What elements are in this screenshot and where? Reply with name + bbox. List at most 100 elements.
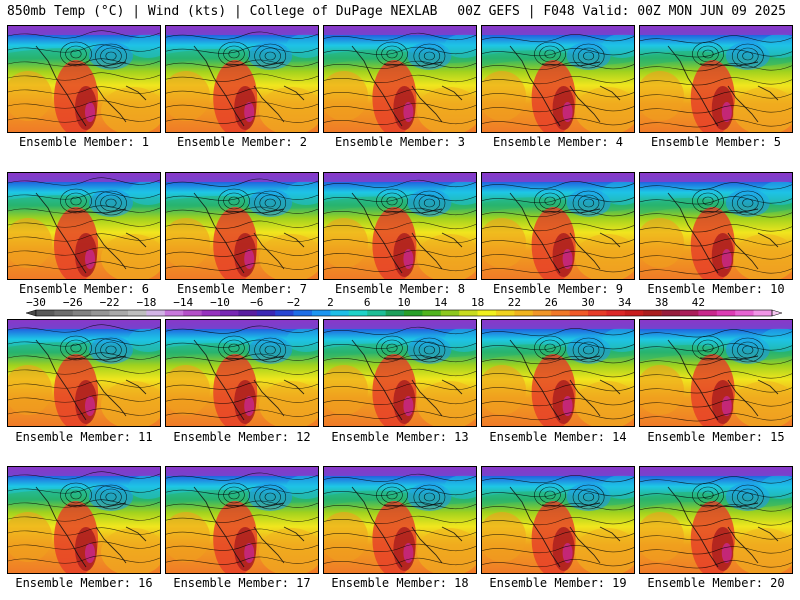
ensemble-member-map	[639, 172, 793, 280]
colorbar-segment	[698, 310, 718, 316]
colorbar-segment	[220, 310, 239, 316]
ensemble-member-map	[165, 319, 319, 427]
ensemble-member-label: Ensemble Member: 10	[647, 282, 785, 296]
header: 850mb Temp (°C) | Wind (kts) | College o…	[0, 0, 800, 22]
colorbar-tick-label: 30	[581, 296, 594, 309]
colorbar-segment	[201, 310, 221, 316]
colorbar-segment	[422, 310, 442, 316]
ensemble-member-label: Ensemble Member: 18	[331, 576, 469, 590]
temperature-map	[482, 467, 634, 573]
ensemble-member-map	[639, 319, 793, 427]
temperature-map	[640, 467, 792, 573]
ensemble-member-map	[7, 25, 161, 133]
ensemble-member-label: Ensemble Member: 3	[334, 135, 466, 149]
colorbar-segment	[477, 310, 497, 316]
colorbar-segment	[348, 310, 368, 316]
ensemble-member-map	[639, 466, 793, 574]
map-title: 850mb Temp (°C) | Wind (kts) | College o…	[7, 4, 438, 19]
colorbar-tick-label: −6	[250, 296, 263, 309]
ensemble-member-map	[323, 172, 477, 280]
temperature-map	[8, 173, 160, 279]
colorbar-segment	[661, 310, 681, 316]
temperature-map	[166, 26, 318, 132]
colorbar-segment	[164, 310, 184, 316]
colorbar-tick-label: −18	[136, 296, 156, 309]
colorbar-segment	[514, 310, 534, 316]
colorbar-tick-label: −2	[287, 296, 300, 309]
ensemble-member-map	[165, 466, 319, 574]
colorbar-segment	[91, 310, 110, 316]
ensemble-member-label: Ensemble Member: 15	[647, 430, 785, 444]
colorbar-right-arrow	[771, 309, 783, 317]
colorbar-tick-label: 34	[618, 296, 632, 309]
temperature-map	[324, 320, 476, 426]
colorbar-tick-label: 42	[692, 296, 705, 309]
colorbar-segment	[330, 310, 350, 316]
temperature-map	[640, 320, 792, 426]
colorbar-tick-label: −10	[210, 296, 230, 309]
temperature-map	[166, 173, 318, 279]
colorbar-segment	[459, 310, 478, 316]
colorbar-segment	[109, 310, 129, 316]
ensemble-member-label: Ensemble Member: 4	[492, 135, 624, 149]
colorbar-left-arrow	[25, 309, 37, 317]
temperature-map	[8, 320, 160, 426]
temperature-map	[166, 320, 318, 426]
colorbar-tick-label: 26	[545, 296, 558, 309]
temperature-map	[482, 26, 634, 132]
ensemble-member-map	[481, 172, 635, 280]
ensemble-member-label: Ensemble Member: 12	[173, 430, 311, 444]
colorbar-segment	[624, 310, 644, 316]
ensemble-member-map	[639, 25, 793, 133]
temperature-map	[482, 320, 634, 426]
colorbar-tick-label: 10	[397, 296, 410, 309]
colorbar-tick-label: −14	[173, 296, 193, 309]
ensemble-member-map	[7, 466, 161, 574]
ensemble-member-map	[7, 319, 161, 427]
colorbar-segment	[496, 310, 515, 316]
colorbar-tick-label: 6	[364, 296, 371, 309]
colorbar-tick-label: −22	[100, 296, 120, 309]
colorbar-segment	[293, 310, 313, 316]
ensemble-member-label: Ensemble Member: 2	[176, 135, 308, 149]
colorbar-segment	[72, 310, 92, 316]
ensemble-member-label: Ensemble Member: 5	[650, 135, 782, 149]
colorbar-segment	[735, 310, 754, 316]
ensemble-member-label: Ensemble Member: 9	[492, 282, 624, 296]
ensemble-member-label: Ensemble Member: 19	[489, 576, 627, 590]
ensemble-member-map	[7, 172, 161, 280]
colorbar-segment	[588, 310, 607, 316]
colorbar-tick-label: 22	[508, 296, 521, 309]
colorbar-segment	[385, 310, 405, 316]
colorbar-segment	[312, 310, 331, 316]
ensemble-member-map	[481, 25, 635, 133]
colorbar-segment	[54, 310, 74, 316]
colorbar-segment	[128, 310, 147, 316]
colorbar-segment	[440, 310, 460, 316]
ensemble-member-label: Ensemble Member: 20	[647, 576, 785, 590]
colorbar-segment	[36, 310, 55, 316]
colorbar-segment	[606, 310, 626, 316]
colorbar-segment	[238, 310, 258, 316]
temperature-map	[324, 467, 476, 573]
temperature-map	[324, 26, 476, 132]
temperature-map	[640, 26, 792, 132]
colorbar-outline	[35, 309, 773, 317]
ensemble-member-label: Ensemble Member: 16	[15, 576, 153, 590]
colorbar-tick-label: −30	[26, 296, 46, 309]
colorbar-segment	[680, 310, 699, 316]
temperature-map	[482, 173, 634, 279]
ensemble-member-label: Ensemble Member: 8	[334, 282, 466, 296]
temperature-map	[324, 173, 476, 279]
colorbar-segment	[716, 310, 736, 316]
ensemble-member-label: Ensemble Member: 14	[489, 430, 627, 444]
colorbar-tick-label: 2	[327, 296, 334, 309]
ensemble-member-map	[165, 25, 319, 133]
ensemble-member-label: Ensemble Member: 13	[331, 430, 469, 444]
temperature-colorbar: −30 −26 −22 −18 −14 −10 −6 −2 2 6 10 14 18 22 26 30 34 38…	[25, 296, 783, 317]
ensemble-member-map	[323, 319, 477, 427]
colorbar-tick-label: 18	[471, 296, 484, 309]
colorbar-segment	[532, 310, 552, 316]
ensemble-member-map	[323, 25, 477, 133]
ensemble-member-map	[165, 172, 319, 280]
